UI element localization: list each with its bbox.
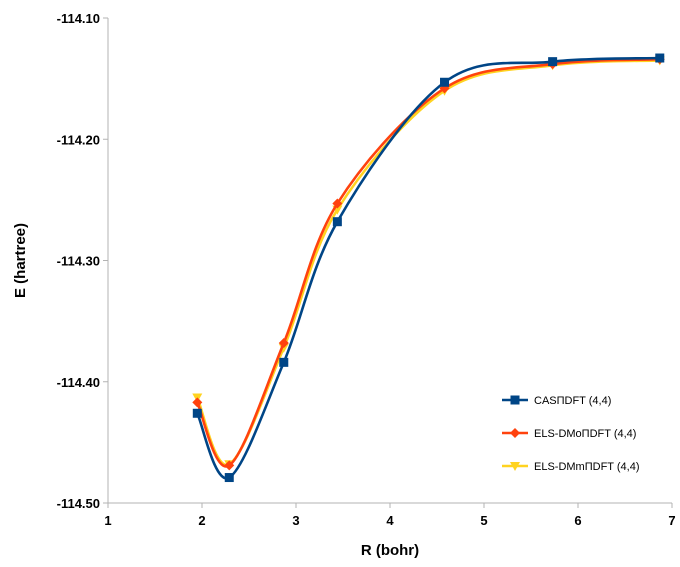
x-tick-label: 5 xyxy=(480,513,487,528)
legend: CASПDFT (4,4) ELS-DMoПDFT (4,4) ELS-DMmПDF… xyxy=(502,395,640,473)
legend-entry: ELS-DMoПDFT (4,4) xyxy=(502,428,636,440)
data-point xyxy=(278,337,289,348)
series-group xyxy=(192,53,665,483)
data-point xyxy=(224,473,234,483)
series-line xyxy=(196,56,660,480)
data-point xyxy=(279,357,289,367)
x-tick-label: 3 xyxy=(292,513,299,528)
data-point xyxy=(655,53,665,63)
data-point xyxy=(332,217,342,227)
axes xyxy=(103,17,673,508)
data-point xyxy=(548,57,558,67)
data-point xyxy=(192,397,203,408)
series-2 xyxy=(192,54,665,471)
y-axis-title: E (hartree) xyxy=(12,223,29,298)
x-tick-label: 4 xyxy=(386,513,394,528)
legend-label: CASПDFT (4,4) xyxy=(534,395,611,407)
legend-label: ELS-DMoПDFT (4,4) xyxy=(534,428,636,440)
series-3 xyxy=(192,56,665,470)
series-1 xyxy=(192,53,665,483)
y-tick-label: -114.50 xyxy=(57,496,100,511)
data-point xyxy=(332,198,343,209)
x-axis-title: R (bohr) xyxy=(361,542,419,559)
x-tick-label: 6 xyxy=(574,513,581,528)
data-point xyxy=(440,77,450,87)
data-point xyxy=(192,408,202,418)
x-tick-label: 7 xyxy=(668,513,675,528)
x-tick-label: 1 xyxy=(104,513,111,528)
legend-marker xyxy=(510,395,520,405)
legend-label: ELS-DMmПDFT (4,4) xyxy=(534,461,640,473)
y-tick-label: -114.40 xyxy=(57,375,100,390)
tick-labels: 1 2 3 4 5 6 7 -114.10 -114.20 -114.30 -114.40 -114.… xyxy=(57,11,676,528)
legend-entry: ELS-DMmПDFT (4,4) xyxy=(502,461,640,473)
legend-marker xyxy=(510,428,520,438)
x-tick-label: 2 xyxy=(198,513,205,528)
y-tick-label: -114.30 xyxy=(57,254,100,269)
legend-entry: CASПDFT (4,4) xyxy=(502,395,611,407)
data-point xyxy=(224,460,235,471)
y-tick-label: -114.20 xyxy=(57,132,100,147)
y-tick-label: -114.10 xyxy=(57,11,100,26)
legend-marker xyxy=(510,462,520,471)
